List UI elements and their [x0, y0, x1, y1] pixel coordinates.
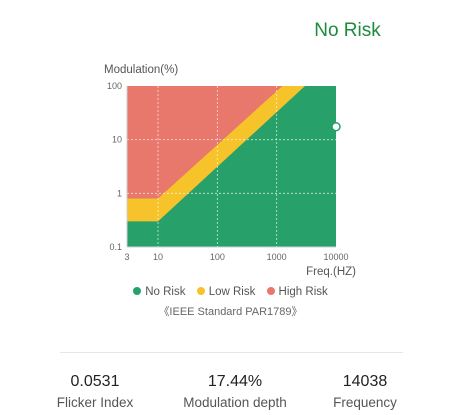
y-tick-label: 10: [112, 135, 122, 145]
x-axis-label: Freq.(HZ): [306, 266, 356, 278]
legend-dot-icon: [196, 287, 205, 295]
x-tick-label: 10000: [323, 252, 348, 262]
y-tick-label: 0.1: [109, 242, 122, 252]
metric-flicker-index: 0.0531 Flicker Index: [40, 372, 150, 411]
standard-note: 《IEEE Standard PAR1789》: [158, 306, 303, 318]
y-tick-label: 100: [107, 81, 122, 91]
legend-dot-icon: [266, 287, 275, 295]
legend-item-low-risk: Low Risk: [196, 286, 256, 298]
legend-dot-icon: [133, 287, 142, 295]
x-tick-label: 10: [153, 252, 163, 262]
flicker-risk-chart: 0.1 1 10 100 3 10 100 1000 10000: [107, 81, 349, 262]
metric-value: 17.44%: [207, 373, 263, 390]
x-tick-label: 3: [124, 252, 129, 262]
legend-item-high-risk: High Risk: [266, 286, 328, 298]
y-tick-label: 1: [117, 188, 122, 198]
metric-frequency: 14038 Frequency: [315, 372, 415, 411]
y-axis-label: Modulation(%): [104, 64, 179, 76]
metric-label: Frequency: [333, 395, 397, 410]
chart-legend: No Risk Low Risk High Risk: [0, 286, 461, 298]
metric-label: Modulation depth: [183, 395, 287, 410]
metric-modulation-depth: 17.44% Modulation depth: [165, 372, 305, 411]
divider: [60, 352, 403, 353]
x-tick-label: 100: [210, 252, 225, 262]
legend-label: High Risk: [278, 286, 328, 298]
metric-value: 14038: [342, 373, 388, 390]
measurement-marker: [331, 121, 341, 132]
risk-status-label: No Risk: [314, 20, 381, 41]
metric-value: 0.0531: [70, 373, 120, 390]
legend-item-no-risk: No Risk: [133, 286, 185, 298]
x-tick-label: 1000: [267, 252, 287, 262]
metric-label: Flicker Index: [56, 395, 134, 410]
region-no-risk: [127, 86, 336, 247]
legend-label: Low Risk: [208, 286, 256, 298]
legend-label: No Risk: [145, 286, 186, 298]
